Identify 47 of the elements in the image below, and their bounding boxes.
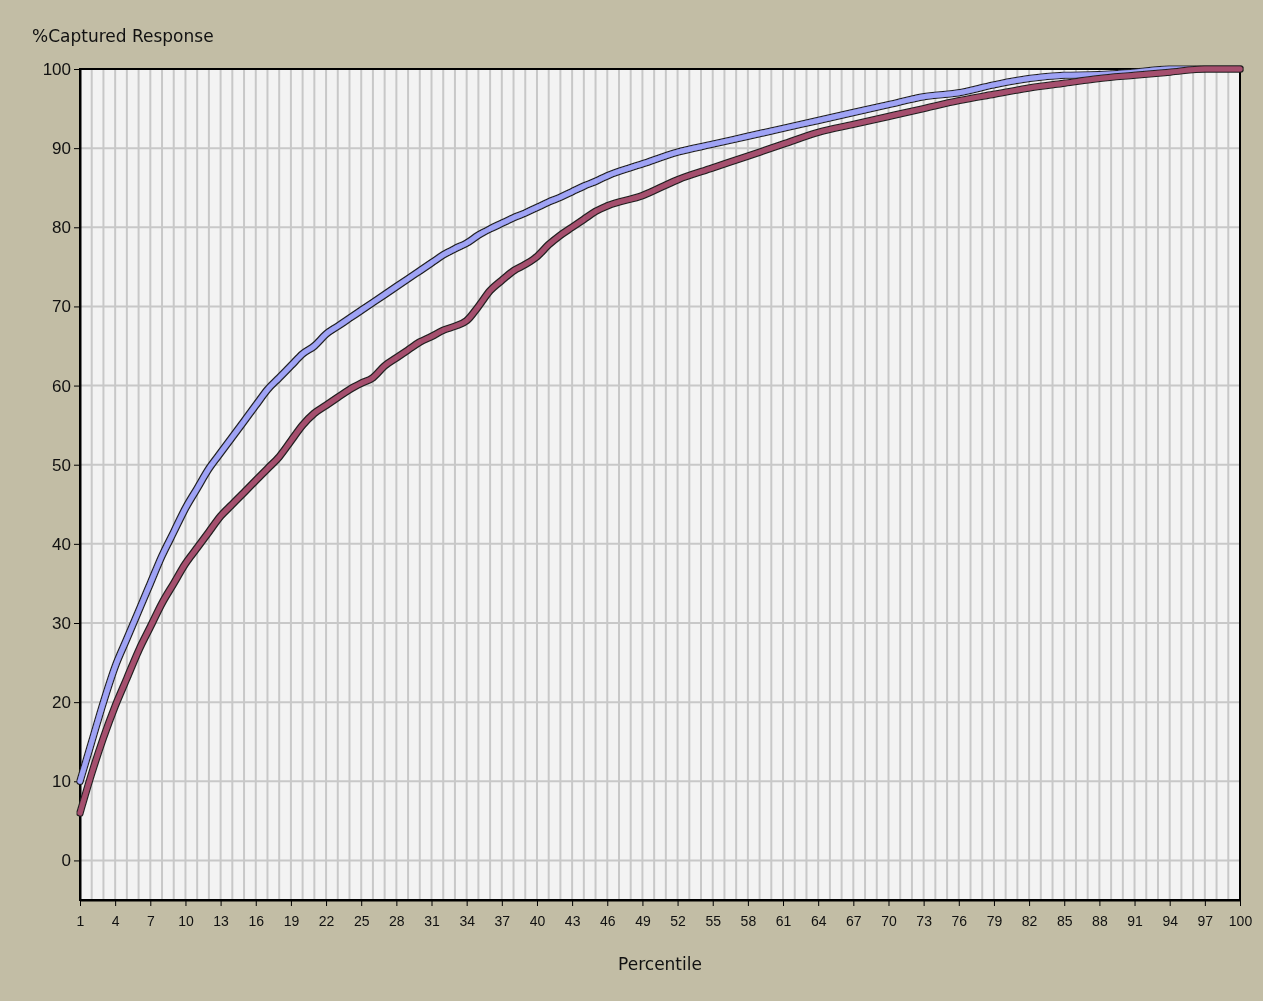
x-tick-label: 67: [846, 912, 862, 929]
x-tick-label: 73: [916, 912, 933, 929]
x-tick-label: 31: [424, 912, 441, 929]
x-tick-label: 55: [705, 912, 722, 929]
x-tick-label: 10: [178, 912, 194, 929]
x-tick-label: 52: [670, 912, 687, 929]
x-tick-label: 34: [459, 912, 476, 929]
x-tick-label: 79: [986, 912, 1003, 929]
x-tick-label: 91: [1127, 912, 1144, 929]
x-tick-label: 100: [1228, 912, 1253, 929]
x-tick-label: 7: [146, 912, 155, 929]
y-tick-label: 20: [52, 693, 71, 713]
x-tick-label: 82: [1021, 912, 1038, 929]
x-tick-label: 4: [111, 912, 120, 929]
x-tick-label: 61: [775, 912, 792, 929]
x-tick-label: 64: [810, 912, 827, 929]
x-tick-label: 37: [494, 912, 511, 929]
x-tick-label: 58: [740, 912, 757, 929]
x-tick-label: 94: [1162, 912, 1179, 929]
x-tick-label: 16: [248, 912, 265, 929]
y-tick-label: 30: [52, 613, 71, 633]
x-tick-label: 97: [1197, 912, 1214, 929]
x-tick-label: 46: [599, 912, 616, 929]
x-tick-label: 22: [318, 912, 335, 929]
y-tick-label: 40: [52, 534, 71, 554]
x-tick-label: 49: [635, 912, 651, 929]
x-tick-label: 25: [353, 912, 370, 929]
x-tick-label: 76: [951, 912, 968, 929]
x-tick-label: 43: [564, 912, 581, 929]
x-tick-label: 1: [76, 912, 85, 929]
x-tick-label: 85: [1056, 912, 1073, 929]
x-tick-label: 19: [283, 912, 300, 929]
x-tick-label: 70: [881, 912, 897, 929]
y-tick-label: 100: [42, 59, 71, 79]
x-axis-title: Percentile: [618, 954, 702, 974]
y-tick-label: 0: [61, 851, 71, 871]
x-tick-label: 28: [389, 912, 405, 929]
y-tick-label: 50: [52, 455, 71, 475]
y-tick-label: 60: [52, 376, 71, 396]
y-tick-label: 90: [52, 139, 71, 159]
x-tick-label: 13: [213, 912, 230, 929]
x-tick-label: 40: [529, 912, 546, 929]
x-tick-label: 88: [1092, 912, 1108, 929]
y-tick-label: 80: [52, 218, 71, 238]
y-axis-title: %Captured Response: [32, 26, 214, 46]
y-tick-label: 10: [52, 772, 71, 792]
y-tick-label: 70: [52, 297, 71, 317]
